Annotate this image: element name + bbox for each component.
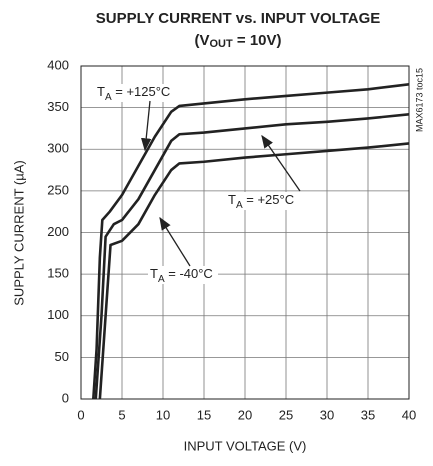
x-tick-label: 15	[197, 407, 211, 422]
annotation-part: = -40°C	[165, 266, 213, 281]
series-line	[94, 112, 410, 400]
y-tick-label: 400	[47, 57, 69, 72]
x-tick-label: 0	[77, 407, 84, 422]
annotation: TA = +25°C	[228, 192, 294, 210]
annotation-part: T	[150, 266, 158, 281]
x-axis-label: INPUT VOLTAGE (V)	[184, 438, 307, 453]
y-tick-label: 300	[47, 141, 69, 156]
annotation-sub: A	[105, 92, 112, 103]
series-line	[98, 142, 410, 400]
x-tick-label: 25	[279, 407, 293, 422]
annotation-part: T	[228, 192, 236, 207]
subtitle-part: = 10V)	[233, 32, 282, 49]
y-tick-label: 100	[47, 307, 69, 322]
annotation-part: T	[97, 84, 105, 99]
y-tick-label: 250	[47, 182, 69, 197]
chart-title: SUPPLY CURRENT vs. INPUT VOLTAGE	[96, 10, 381, 27]
x-tick-label: 35	[361, 407, 375, 422]
annotation-part: = +25°C	[243, 192, 294, 207]
annotation-bg	[226, 192, 296, 210]
annotation-sub: A	[236, 200, 243, 211]
side-note: MAX6173 toc15	[414, 68, 424, 132]
y-tick-label: 0	[62, 390, 69, 405]
annotation-arrow	[261, 134, 301, 192]
x-tick-label: 30	[320, 407, 334, 422]
annotation-sub: A	[158, 274, 165, 285]
x-tick-label: 10	[156, 407, 170, 422]
y-tick-label: 350	[47, 99, 69, 114]
annotation-bg	[148, 266, 218, 284]
annotation-arrow	[141, 100, 152, 152]
series-line	[92, 83, 410, 400]
x-tick-label: 40	[402, 407, 416, 422]
annotation-part: = +125°C	[112, 84, 171, 99]
y-tick-label: 50	[55, 349, 69, 364]
annotation: TA = +125°C	[97, 84, 170, 102]
y-tick-label: 200	[47, 224, 69, 239]
y-tick-label: 150	[47, 266, 69, 281]
subtitle-sub: OUT	[209, 38, 233, 50]
annotation-arrow	[159, 216, 191, 267]
annotation-bg	[95, 84, 172, 102]
chart-subtitle: (VOUT = 10V)	[194, 32, 281, 50]
subtitle-part: (V	[194, 32, 209, 49]
y-axis-label: SUPPLY CURRENT (µA)	[11, 160, 26, 305]
annotation: TA = -40°C	[150, 266, 213, 284]
x-tick-label: 5	[118, 407, 125, 422]
x-tick-label: 20	[238, 407, 252, 422]
plot-frame	[80, 65, 410, 400]
